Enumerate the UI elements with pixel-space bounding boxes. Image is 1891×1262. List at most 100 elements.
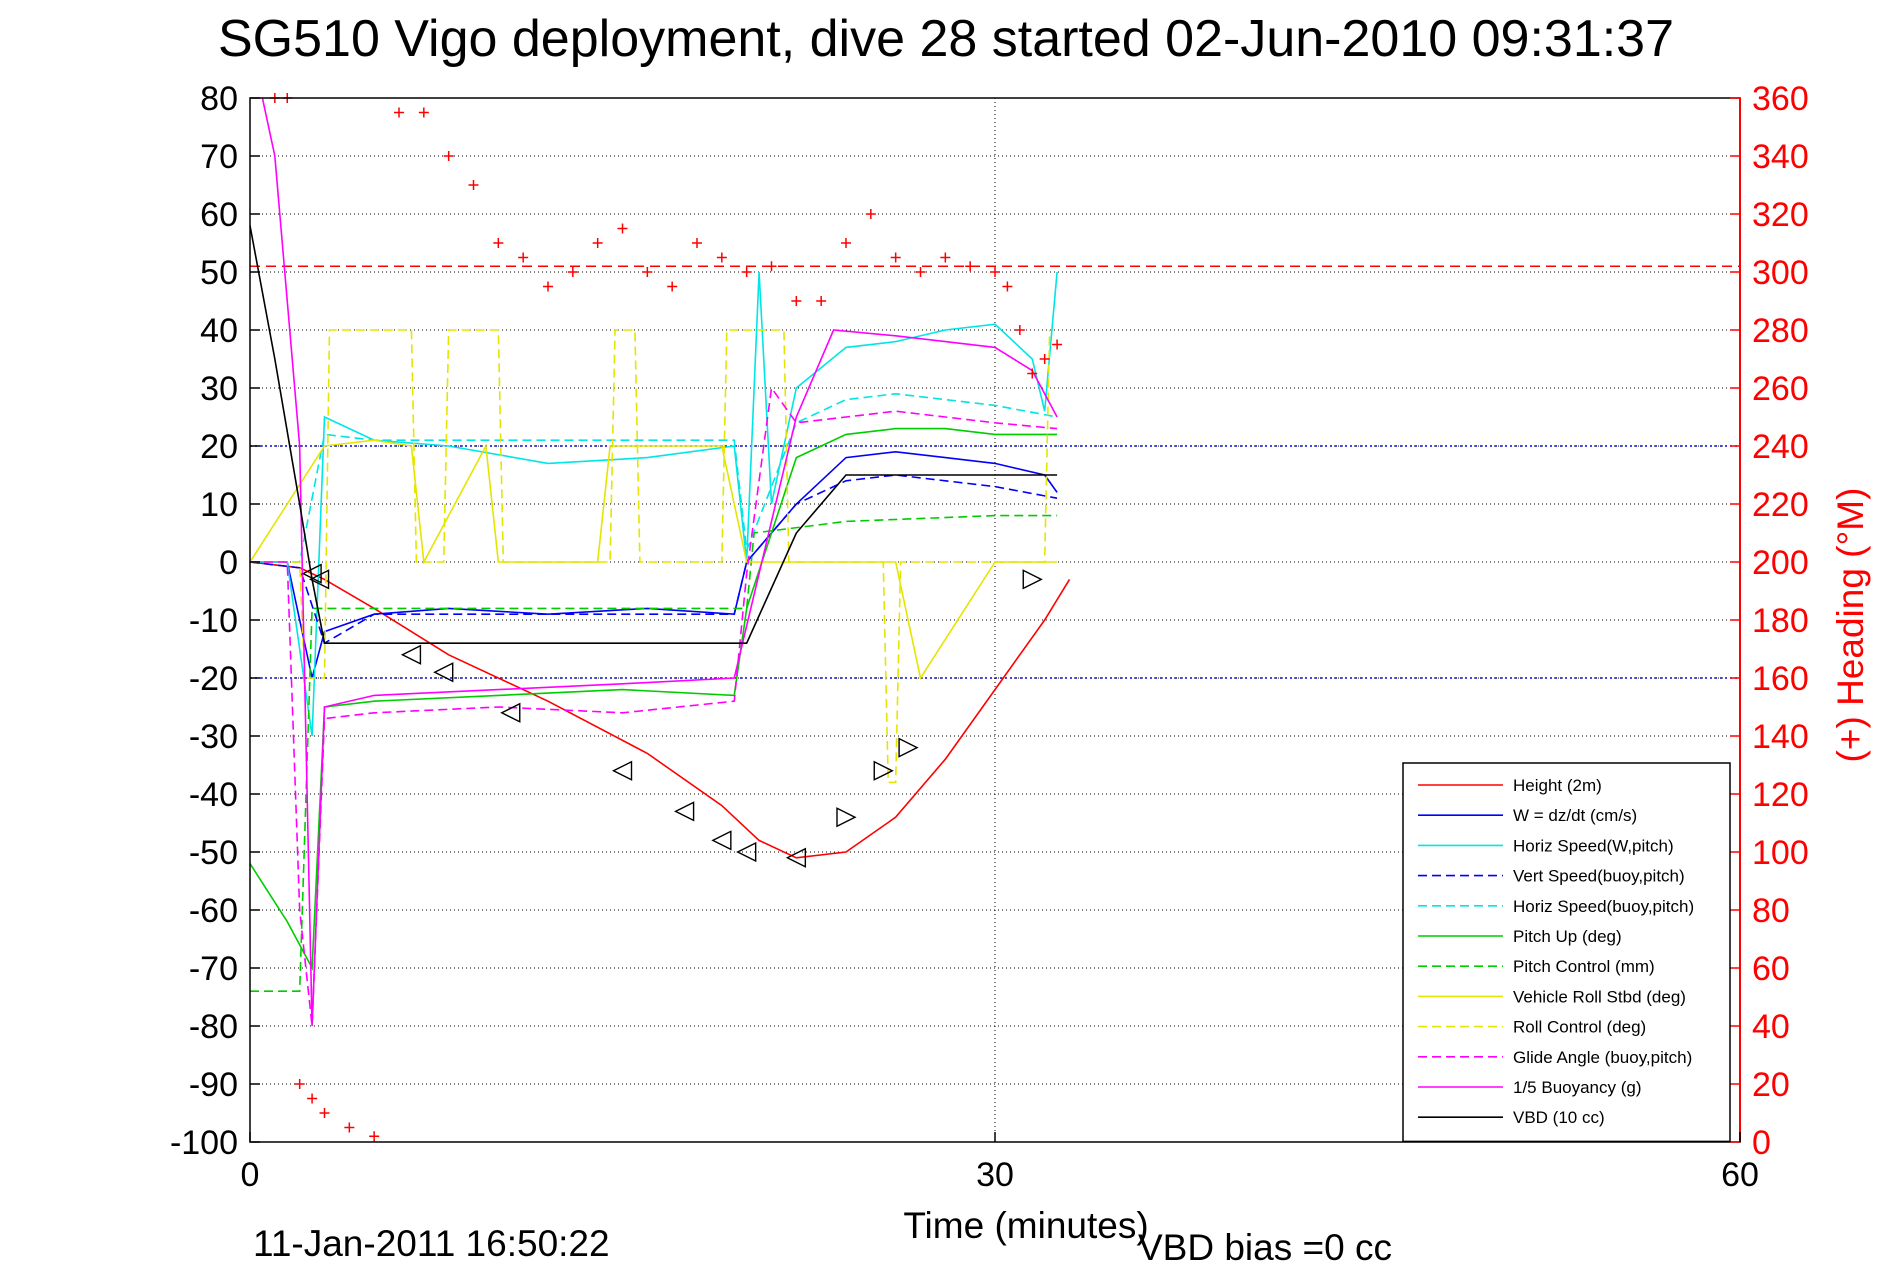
heading-point	[418, 107, 429, 118]
y-tick-label: 80	[200, 80, 238, 118]
y-right-tick-label: 280	[1752, 312, 1809, 350]
y-tick-label: 10	[200, 486, 238, 524]
triangle-marker	[308, 569, 330, 590]
legend-label: Roll Control (deg)	[1513, 1018, 1646, 1037]
series-line	[249, 561, 1071, 859]
y-tick-label: -80	[189, 1008, 238, 1046]
triangle-marker	[674, 801, 695, 822]
triangle-marker	[898, 737, 919, 758]
triangle-marker	[873, 760, 894, 781]
heading-point	[394, 107, 404, 118]
series-line	[261, 97, 1058, 1027]
y-tick-label: 30	[200, 370, 238, 408]
chart-title: SG510 Vigo deployment, dive 28 started 0…	[218, 10, 1674, 68]
heading-point	[692, 238, 702, 248]
y-right-tick-label: 240	[1752, 428, 1809, 466]
y-right-tick-label: 60	[1752, 950, 1790, 988]
legend-box	[1402, 762, 1731, 1143]
legend-label: Vehicle Roll Stbd (deg)	[1513, 987, 1686, 1006]
y-tick-label: -40	[189, 776, 238, 814]
y-axis-right-label: (+) Heading (°M)	[1830, 488, 1871, 763]
heading-point	[307, 1093, 318, 1104]
y-tick-label: -30	[189, 718, 238, 756]
series-heading-markers	[269, 93, 1063, 1142]
y-tick-label: 20	[200, 428, 238, 466]
y-tick-label: 60	[200, 196, 238, 234]
triangle-marker	[785, 847, 807, 868]
heading-point	[1014, 325, 1025, 335]
y-right-tick-label: 20	[1752, 1066, 1790, 1104]
y-right-tick-label: 160	[1752, 660, 1809, 698]
heading-point	[915, 267, 926, 277]
x-axis-label: Time (minutes)	[903, 1205, 1148, 1246]
y-tick-label: -70	[189, 950, 238, 988]
heading-point	[1027, 368, 1038, 379]
legend-label: Vert Speed(buoy,pitch)	[1513, 867, 1685, 886]
x-tick-label: 30	[976, 1156, 1014, 1194]
heading-point	[865, 209, 876, 219]
y-tick-label: -60	[189, 892, 238, 930]
heading-point	[369, 1131, 380, 1142]
y-right-tick-label: 120	[1752, 776, 1809, 814]
legend-label: Horiz Speed(W,pitch)	[1513, 836, 1674, 855]
heading-point	[294, 1079, 305, 1089]
y-right-tick-label: 200	[1752, 544, 1809, 582]
y-tick-label: 0	[219, 544, 238, 582]
heading-point	[518, 252, 529, 263]
x-tick-label: 0	[241, 1156, 260, 1194]
y-tick-label: 40	[200, 312, 238, 350]
legend-label: Pitch Control (mm)	[1513, 957, 1655, 976]
reference-lines	[250, 265, 1740, 679]
legend-label: Glide Angle (buoy,pitch)	[1513, 1048, 1692, 1067]
triangle-marker	[611, 760, 633, 781]
heading-point	[468, 180, 479, 190]
legend-label: W = dz/dt (cm/s)	[1513, 806, 1637, 825]
y-right-tick-label: 180	[1752, 602, 1809, 640]
series-group	[249, 93, 1071, 1142]
heading-point	[443, 151, 454, 161]
heading-point	[543, 281, 553, 292]
y-right-tick-label: 320	[1752, 196, 1809, 234]
y-axis-right: 3603403203002802602402202001801601401201…	[1730, 80, 1809, 1162]
legend-label: VBD (10 cc)	[1513, 1108, 1605, 1127]
heading-point	[741, 267, 752, 277]
x-tick-label: 60	[1721, 1156, 1759, 1194]
heading-point	[617, 223, 628, 234]
y-tick-label: 70	[200, 138, 238, 176]
heading-point	[592, 238, 603, 248]
y-tick-label: -100	[170, 1124, 238, 1162]
y-right-tick-label: 100	[1752, 834, 1809, 872]
heading-point	[1039, 354, 1050, 364]
heading-point	[642, 267, 653, 277]
series-line	[250, 385, 1058, 1027]
triangle-marker	[1022, 569, 1043, 590]
y-axis-left: 80 70 60 50 40 30 20 10 0 -10 -20 -30 -40 -50 -60 -70 -8…	[170, 80, 260, 1162]
legend-label: Horiz Speed(buoy,pitch)	[1513, 897, 1694, 916]
heading-point	[1052, 339, 1063, 350]
heading-point	[890, 252, 901, 263]
legend-label: Pitch Up (deg)	[1513, 927, 1622, 946]
y-tick-label: -50	[189, 834, 238, 872]
series-line	[250, 271, 1058, 737]
heading-point	[344, 1122, 355, 1133]
y-right-tick-label: 0	[1752, 1124, 1771, 1162]
triangle-marker	[711, 830, 732, 851]
y-right-tick-label: 260	[1752, 370, 1809, 408]
x-axis: 0 30 60	[241, 1132, 1759, 1194]
y-right-tick-label: 140	[1752, 718, 1809, 756]
series-line	[250, 514, 1058, 993]
y-right-tick-label: 220	[1752, 486, 1809, 524]
heading-point	[816, 296, 827, 306]
heading-point	[319, 1108, 330, 1118]
footer-timestamp: 11-Jan-2011 16:50:22	[253, 1223, 610, 1262]
y-right-tick-label: 80	[1752, 892, 1790, 930]
y-tick-label: -90	[189, 1066, 238, 1104]
series-line	[249, 225, 1058, 645]
y-right-tick-label: 300	[1752, 254, 1809, 292]
heading-point	[567, 267, 578, 277]
heading-point	[841, 238, 851, 248]
series-line	[250, 392, 1058, 563]
heading-point	[716, 252, 727, 263]
legend: Height (2m) W = dz/dt (cm/s) Horiz Speed(W…	[1402, 762, 1731, 1143]
